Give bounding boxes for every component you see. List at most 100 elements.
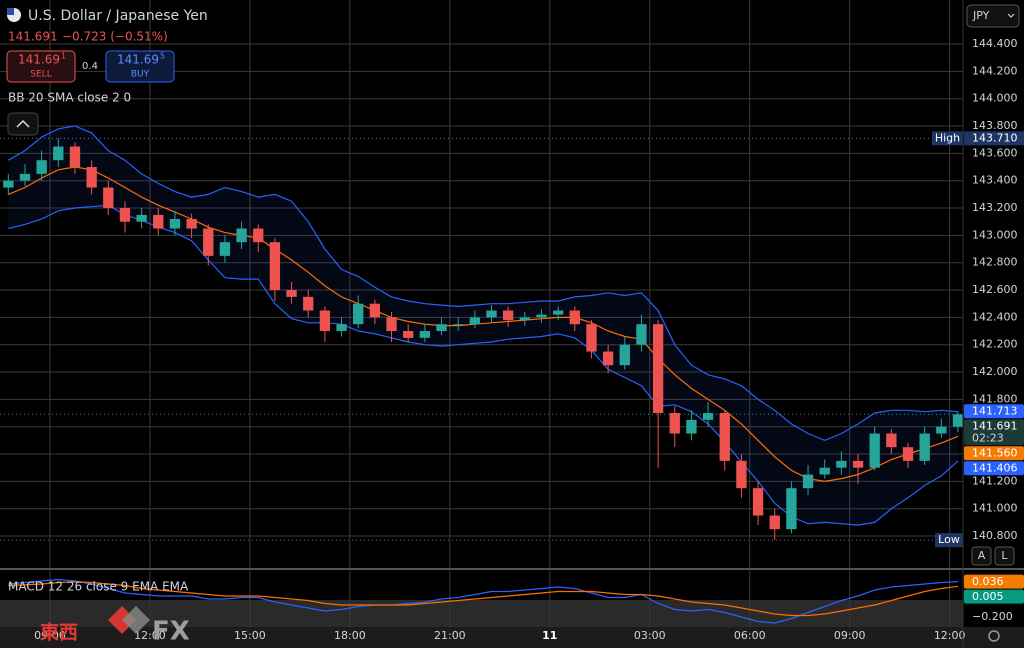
candle-body (453, 324, 464, 326)
macd-label: MACD 12 26 close 9 EMA EMA (8, 580, 189, 594)
price-badge (964, 419, 1024, 446)
candle-body (519, 317, 530, 321)
x-tick-label: 15:00 (234, 629, 266, 642)
price-badge (964, 574, 1024, 589)
candle-body (169, 218, 181, 229)
price-badge-label: 0.036 (972, 575, 1004, 588)
candle-body (686, 419, 697, 434)
candle-body (3, 180, 14, 188)
y-tick-label: 142.200 (972, 338, 1018, 351)
candle-body (569, 310, 580, 325)
sell-label[interactable]: SELL (30, 70, 51, 80)
high-tag-bg (932, 131, 963, 146)
y-tick-label: 142.600 (972, 283, 1018, 296)
candle-body (752, 488, 764, 516)
candle-body (619, 344, 630, 366)
x-tick-label: 11 (542, 629, 557, 642)
candle-body (769, 515, 780, 530)
candle-body (403, 331, 414, 338)
candle-body (269, 242, 281, 291)
candle-body (253, 228, 264, 243)
y-tick-label: 142.400 (972, 310, 1018, 323)
candle-body (952, 414, 964, 427)
candle-body (786, 488, 797, 530)
buy-label[interactable]: BUY (131, 70, 150, 80)
candle-body (419, 331, 431, 338)
y-tick-label: 140.800 (972, 529, 1018, 542)
candle-body (186, 218, 197, 229)
bollinger-middle (8, 166, 959, 483)
price-badge-label: 141.406 (972, 462, 1018, 475)
candle-body (69, 146, 81, 168)
price-badge (964, 446, 1024, 461)
candle-body (86, 167, 97, 188)
buy-price[interactable]: 141.69 (117, 53, 159, 67)
candle-body (602, 351, 614, 366)
currency-label[interactable]: JPY (972, 9, 990, 22)
candle-body (736, 460, 747, 489)
candle-body (636, 324, 647, 345)
candle-body (902, 447, 914, 461)
candle-body (702, 413, 714, 420)
candle-body (886, 433, 897, 448)
y-tick-label: 143.600 (972, 146, 1018, 159)
candle-body (36, 160, 47, 174)
candle-body (319, 310, 331, 332)
currency-select[interactable] (966, 4, 1020, 28)
y-tick-label: 143.200 (972, 201, 1018, 214)
candle-body (336, 324, 347, 332)
y-tick-label: 143.800 (972, 119, 1018, 132)
candle-body (936, 426, 947, 434)
candle-body (303, 296, 314, 311)
log-scale-label[interactable]: L (1001, 549, 1008, 562)
candle-body (719, 413, 730, 461)
candle-body (136, 214, 147, 222)
settings-icon[interactable] (988, 630, 1000, 642)
sell-price[interactable]: 141.69 (18, 53, 60, 67)
price-change: −0.723 (−0.51%) (62, 30, 168, 44)
candle-body (119, 208, 131, 222)
y-tick-label: 143.400 (972, 174, 1018, 187)
price-badge-label: 0.005 (972, 590, 1004, 603)
collapse-icon[interactable] (16, 119, 30, 128)
candle-body (53, 146, 64, 161)
candle-body (819, 467, 830, 475)
auto-scale-button[interactable] (971, 546, 992, 566)
candle-body (103, 187, 114, 209)
y-tick-label: 142.800 (972, 256, 1018, 269)
y-tick-label: 144.400 (972, 37, 1018, 50)
candle-body (669, 413, 680, 434)
auto-scale-label[interactable]: A (978, 549, 986, 562)
candle-layer (3, 138, 964, 541)
candle-body (536, 314, 547, 318)
candle-body (486, 310, 497, 318)
candle-body (869, 433, 880, 468)
indicator-label: BB 20 SMA close 2 0 (8, 91, 131, 105)
grid-layer (0, 0, 963, 627)
candle-body (369, 303, 381, 318)
flag-canton (7, 8, 14, 15)
countdown-label: 02:23 (972, 432, 1004, 445)
candle-body (502, 310, 514, 321)
candle-body (153, 214, 164, 229)
buy-pip[interactable]: 5 (160, 52, 165, 61)
candle-body (919, 433, 930, 461)
candle-body (236, 228, 247, 243)
y-tick-label: 144.200 (972, 64, 1018, 77)
log-scale-button[interactable] (994, 546, 1015, 566)
x-tick-label: 18:00 (334, 629, 366, 642)
x-tick-label: 12:00 (934, 629, 966, 642)
currency-caret[interactable] (1007, 13, 1015, 18)
y-tick-label: 141.000 (972, 502, 1018, 515)
macd-line (8, 581, 959, 617)
buy-button[interactable] (105, 50, 175, 83)
candle-body (469, 317, 481, 325)
overlay-layer: 140.800141.000141.200141.400141.600141.8… (34, 37, 1024, 642)
sell-button[interactable] (6, 50, 76, 83)
x-tick-label: 21:00 (434, 629, 466, 642)
bollinger-upper (8, 125, 959, 442)
sell-pip[interactable]: 1 (61, 52, 66, 61)
collapse-button[interactable] (7, 112, 39, 136)
macd-lower-band (0, 600, 963, 627)
